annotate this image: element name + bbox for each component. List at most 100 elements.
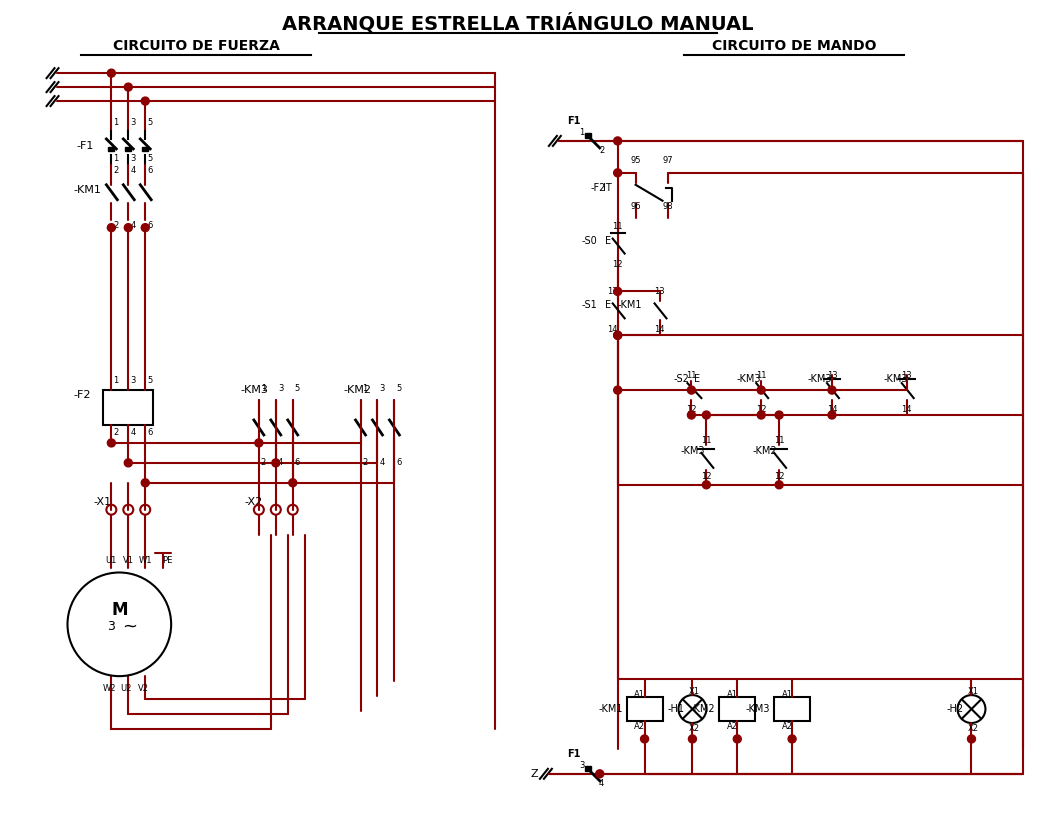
Circle shape (595, 769, 604, 778)
Text: W1: W1 (139, 556, 152, 565)
Text: 14: 14 (608, 325, 618, 333)
Text: 1: 1 (363, 384, 368, 392)
Circle shape (141, 223, 149, 232)
Text: ~: ~ (121, 617, 137, 635)
Text: 13: 13 (826, 370, 837, 380)
Text: 14: 14 (826, 405, 837, 413)
Bar (775, 697, 810, 721)
Text: 6: 6 (147, 428, 152, 438)
Text: 2: 2 (113, 166, 118, 176)
Text: -F1: -F1 (77, 141, 93, 151)
Circle shape (124, 223, 133, 232)
Text: -KM2: -KM2 (753, 446, 778, 456)
Text: 1: 1 (261, 384, 267, 392)
Circle shape (614, 386, 621, 394)
Text: 3: 3 (108, 620, 115, 633)
Text: 3: 3 (131, 118, 136, 128)
Circle shape (108, 69, 115, 77)
Text: 6: 6 (147, 221, 152, 230)
Text: 5: 5 (147, 118, 152, 128)
Text: 1: 1 (580, 129, 585, 138)
Text: 3: 3 (131, 155, 136, 163)
Text: -KM3: -KM3 (241, 385, 269, 395)
Bar (104, 390, 153, 425)
Text: PE: PE (162, 556, 172, 565)
Circle shape (614, 169, 621, 176)
Text: -S0: -S0 (582, 235, 597, 245)
Text: 14: 14 (901, 405, 912, 413)
Text: 4: 4 (131, 221, 136, 230)
Bar (720, 697, 755, 721)
Text: 11: 11 (774, 437, 784, 445)
Circle shape (614, 137, 621, 145)
Text: 95: 95 (630, 156, 641, 165)
Text: 13: 13 (901, 370, 912, 380)
Text: -H1: -H1 (668, 704, 684, 714)
Text: F1: F1 (567, 749, 581, 759)
Circle shape (108, 439, 115, 447)
Circle shape (124, 83, 133, 91)
Circle shape (689, 735, 697, 743)
Text: A2: A2 (634, 722, 645, 732)
Text: 1: 1 (113, 118, 118, 128)
Text: 12: 12 (686, 405, 697, 413)
Text: X2: X2 (689, 724, 700, 733)
Text: 2: 2 (113, 221, 118, 230)
Text: A2: A2 (782, 722, 792, 732)
Text: 11: 11 (613, 222, 623, 231)
Bar (108, 147, 114, 151)
Text: 6: 6 (295, 459, 300, 467)
Text: 4: 4 (599, 780, 605, 788)
Text: A1: A1 (634, 690, 645, 699)
Text: A1: A1 (727, 690, 737, 699)
Text: W2: W2 (103, 684, 116, 693)
Bar (585, 766, 591, 771)
Text: -KM1: -KM1 (74, 185, 102, 195)
Text: -KM3: -KM3 (746, 704, 770, 714)
Text: -S1: -S1 (582, 301, 597, 311)
Text: V2: V2 (138, 684, 148, 693)
Text: -KM1: -KM1 (617, 301, 642, 311)
Circle shape (688, 386, 696, 394)
Text: A2: A2 (727, 722, 737, 732)
Bar (626, 697, 663, 721)
Circle shape (757, 411, 765, 419)
Text: U1: U1 (106, 556, 117, 565)
Text: ARRANQUE ESTRELLA TRIÁNGULO MANUAL: ARRANQUE ESTRELLA TRIÁNGULO MANUAL (282, 13, 754, 34)
Text: 3: 3 (380, 384, 385, 392)
Circle shape (688, 411, 696, 419)
Circle shape (124, 459, 133, 467)
Text: -KM3: -KM3 (808, 374, 833, 384)
Text: -F2: -F2 (74, 390, 91, 400)
Text: 3: 3 (131, 375, 136, 385)
Bar (142, 147, 148, 151)
Text: 4: 4 (131, 428, 136, 438)
Text: 5: 5 (295, 384, 300, 392)
Text: X2: X2 (968, 724, 979, 733)
Text: -KM1: -KM1 (598, 704, 622, 714)
Text: 2: 2 (261, 459, 267, 467)
Circle shape (614, 331, 621, 339)
Circle shape (968, 735, 976, 743)
Circle shape (775, 411, 783, 419)
Text: 1: 1 (113, 155, 118, 163)
Text: 96: 96 (630, 202, 641, 211)
Text: 97: 97 (663, 156, 673, 165)
Text: -KM3: -KM3 (737, 374, 761, 384)
Text: A1: A1 (782, 690, 792, 699)
Text: V1: V1 (122, 556, 134, 565)
Text: 2: 2 (599, 146, 605, 155)
Circle shape (702, 480, 710, 489)
Text: CIRCUITO DE FUERZA: CIRCUITO DE FUERZA (113, 39, 280, 53)
Text: 3: 3 (278, 384, 283, 392)
Text: 4: 4 (380, 459, 385, 467)
Circle shape (614, 331, 621, 339)
Bar (585, 133, 591, 138)
Text: E: E (605, 235, 611, 245)
Text: 14: 14 (654, 325, 665, 333)
Text: E: E (695, 374, 700, 384)
Text: 98: 98 (663, 202, 673, 211)
Text: 11: 11 (701, 437, 711, 445)
Text: -X1: -X1 (93, 496, 112, 507)
Circle shape (702, 411, 710, 419)
